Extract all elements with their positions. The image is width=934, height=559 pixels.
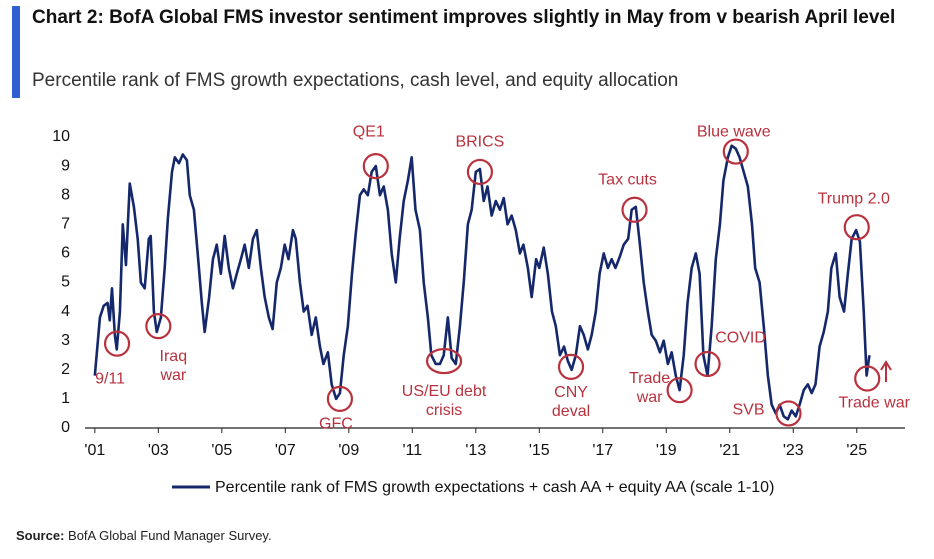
annotation-circle: [621, 196, 648, 223]
annotation-label: GFC: [319, 415, 353, 433]
x-tick-label: '01: [84, 442, 105, 459]
y-tick-label: 6: [61, 245, 70, 262]
x-tick-label: '19: [656, 442, 677, 459]
x-tick-label: '17: [592, 442, 613, 459]
annotation-label: COVID: [715, 329, 766, 347]
source: Source: BofA Global Fund Manager Survey.: [16, 528, 272, 543]
annotation-label: Trump 2.0: [817, 190, 890, 208]
annotation-circle: [466, 158, 494, 186]
annotation-label: Tax cuts: [598, 171, 657, 189]
y-tick-label: 10: [52, 128, 70, 145]
annotation-circle: [775, 400, 802, 427]
x-tick-label: '03: [148, 442, 169, 459]
x-tick-label: '07: [275, 442, 296, 459]
y-tick-label: 3: [61, 332, 70, 349]
annotation-circle: [145, 313, 172, 340]
source-text: BofA Global Fund Manager Survey.: [68, 528, 272, 543]
legend-label: Percentile rank of FMS growth expectatio…: [215, 479, 774, 496]
annotation-label: Trade war: [838, 394, 910, 412]
y-tick-label: 2: [61, 361, 70, 378]
source-label: Source:: [16, 528, 65, 543]
annotation-circle: [103, 330, 131, 357]
y-tick-label: 1: [61, 390, 70, 407]
x-tick-label: '15: [529, 442, 550, 459]
annotation-circle: [362, 153, 389, 180]
annotation-circle: [326, 385, 354, 412]
x-tick-label: '09: [338, 442, 359, 459]
annotation-circle: [694, 350, 721, 378]
annotation-circle: [666, 377, 693, 404]
annotation-label: US/EU debt crisis: [401, 383, 487, 420]
annotation-label: BRICS: [455, 133, 505, 151]
annotation-circle: [425, 347, 463, 375]
x-tick-label: '13: [465, 442, 486, 459]
annotation-circle: [854, 365, 881, 392]
annotation-label: Trade war: [628, 370, 671, 407]
chart-subtitle: Percentile rank of FMS growth expectatio…: [32, 70, 679, 91]
y-tick-label: 9: [61, 157, 70, 174]
annotation-label: CNY deval: [551, 383, 591, 420]
annotation-label: SVB: [732, 401, 765, 419]
annotation-circle: [722, 138, 749, 165]
x-tick-label: '05: [211, 442, 232, 459]
annotation-label: Iraq war: [159, 348, 188, 385]
annotation-circle: [843, 214, 870, 241]
x-tick-label: '25: [846, 442, 867, 459]
x-tick-label: '11: [402, 442, 422, 459]
y-tick-label: 4: [61, 303, 70, 320]
x-tick-label: '21: [719, 442, 740, 459]
y-tick-label: 8: [61, 186, 70, 203]
annotation-label: QE1: [352, 123, 385, 141]
y-tick-label: 7: [61, 216, 70, 233]
y-tick-label: 0: [61, 419, 70, 436]
arrow: [880, 360, 892, 382]
x-tick-label: '23: [783, 442, 804, 459]
y-tick-label: 5: [61, 274, 70, 291]
annotation-label: Blue wave: [696, 123, 771, 141]
annotation-circle: [557, 353, 585, 380]
chart-title: Chart 2: BofA Global FMS investor sentim…: [32, 7, 896, 28]
accent-bar: [12, 6, 20, 98]
annotation-label: 9/11: [95, 370, 126, 388]
series-line: [93, 144, 871, 421]
